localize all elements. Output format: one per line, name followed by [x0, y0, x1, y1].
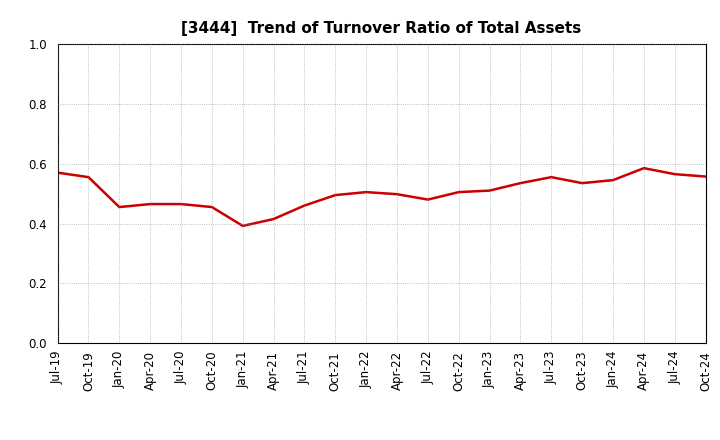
- Title: [3444]  Trend of Turnover Ratio of Total Assets: [3444] Trend of Turnover Ratio of Total …: [181, 21, 582, 36]
